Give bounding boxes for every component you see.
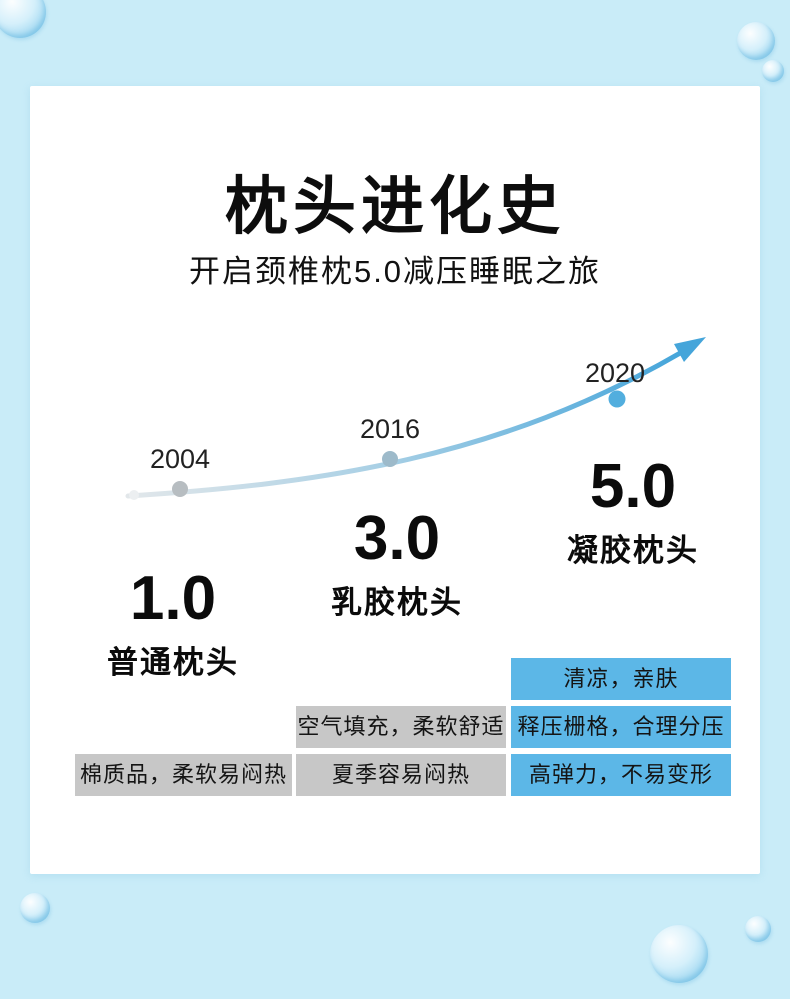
water-droplet-icon <box>745 916 771 942</box>
timeline-year-2004: 2004 <box>149 444 211 474</box>
milestone-name: 凝胶枕头 <box>567 533 699 569</box>
page-subtitle: 开启颈椎枕5.0减压睡眠之旅 <box>188 254 602 289</box>
water-droplet-icon <box>0 0 46 38</box>
feature-bar-high-elastic: 高弹力，不易变形 <box>511 754 731 796</box>
feature-bar-pressure-grid: 释压栅格，合理分压 <box>511 706 731 748</box>
page-title: 枕头进化史 <box>225 172 565 242</box>
timeline-year-2016: 2016 <box>359 414 421 444</box>
milestone-gel-pillow: 5.0 凝胶枕头 <box>528 454 738 570</box>
content-card: 枕头进化史 开启颈椎枕5.0减压睡眠之旅 2004 2016 2020 1.0 … <box>30 86 760 874</box>
milestone-name: 普通枕头 <box>107 645 239 681</box>
water-droplet-icon <box>762 60 784 82</box>
feature-bar-cool-skin: 清凉，亲肤 <box>511 658 731 700</box>
water-droplet-icon <box>20 893 50 923</box>
water-droplet-icon <box>650 925 708 983</box>
milestone-version: 5.0 <box>589 452 677 521</box>
timeline-year-2020: 2020 <box>584 358 646 388</box>
feature-bar-summer-stuffy: 夏季容易闷热 <box>296 754 506 796</box>
milestone-latex-pillow: 3.0 乳胶枕头 <box>292 506 502 622</box>
timeline-curve-arrow-icon <box>125 337 706 500</box>
milestone-name: 乳胶枕头 <box>331 585 463 621</box>
feature-bar-cotton-stuffy: 棉质品，柔软易闷热 <box>75 754 292 796</box>
milestone-version: 3.0 <box>353 504 441 573</box>
milestone-version: 1.0 <box>129 564 217 633</box>
milestone-ordinary-pillow: 1.0 普通枕头 <box>68 566 278 682</box>
water-droplet-icon <box>737 22 775 60</box>
feature-bar-air-filled: 空气填充，柔软舒适 <box>296 706 506 748</box>
